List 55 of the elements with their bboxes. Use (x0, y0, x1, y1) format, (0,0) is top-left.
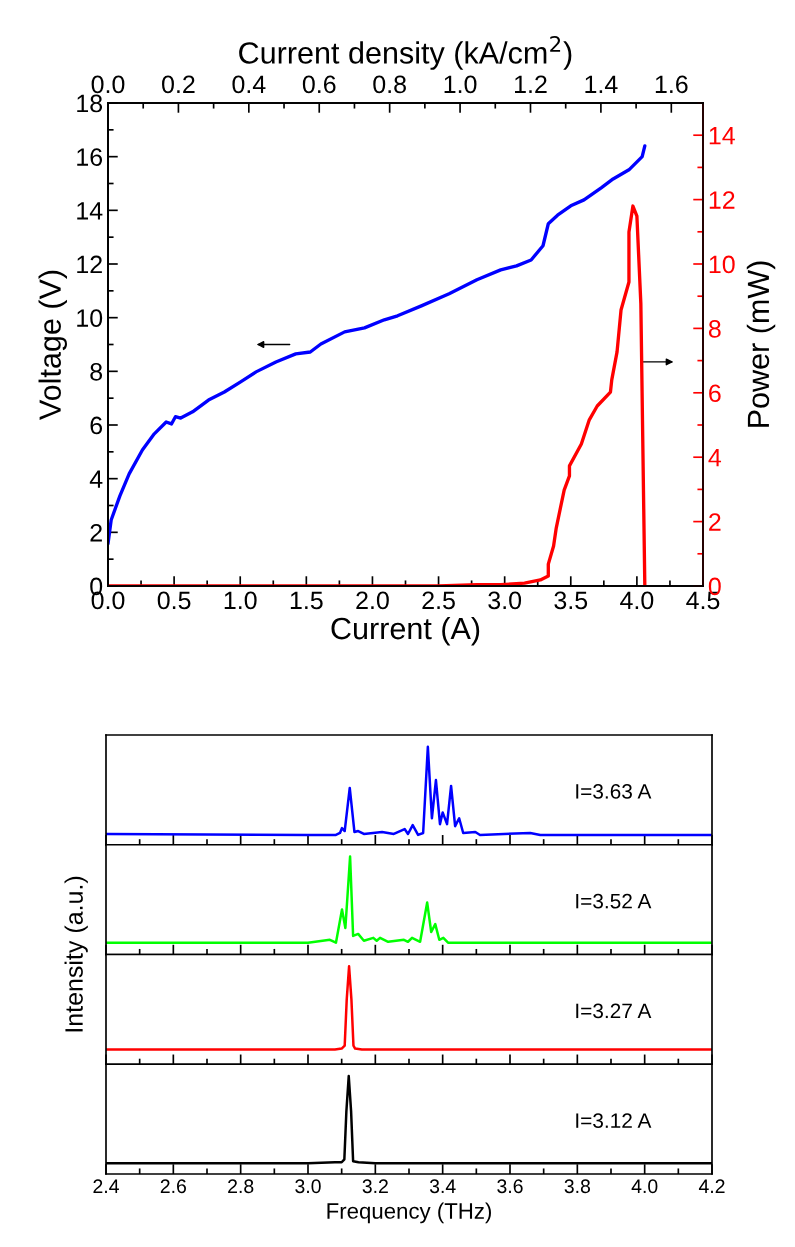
x-tick-label: 3.2 (362, 1179, 388, 1194)
y2-tick-label: 12 (709, 191, 735, 209)
y-tick-label: 8 (90, 362, 103, 381)
x-tick-label: 3.4 (429, 1179, 456, 1194)
x-axis-title: Current (A) (331, 616, 480, 646)
y2-tick-label: 2 (709, 513, 721, 531)
y-axis-title: Voltage (V) (38, 270, 67, 420)
x2-axis-title: Current density (kA/cm$^{2}$) (239, 35, 572, 70)
x-tick-label: 2.4 (93, 1179, 119, 1193)
x-tick-label: 2.0 (356, 591, 389, 610)
x-tick-label: 4.0 (631, 1179, 658, 1194)
y2-axis-title: Power (mW) (746, 261, 776, 427)
y-tick-label: 2 (90, 523, 102, 542)
y2-tick-label: 6 (709, 384, 721, 403)
x2-tick-label: 1.2 (515, 75, 547, 93)
x2-tick-label: 0.2 (162, 75, 195, 94)
y-tick-label: 14 (77, 202, 103, 220)
y2-tick-label: 14 (709, 127, 735, 145)
x-tick-label: 3.8 (564, 1179, 590, 1194)
x2-tick-label: 1.0 (444, 75, 477, 94)
x2-tick-label: 0.0 (91, 75, 125, 94)
x-tick-label: 3.0 (295, 1179, 321, 1194)
x-axis-title: Frequency (THz) (327, 1202, 491, 1224)
y2-tick-label: 10 (709, 255, 735, 274)
y-tick-label: 6 (90, 416, 103, 435)
x2-tick-label: 1.6 (655, 75, 688, 94)
x-tick-label: 4.2 (698, 1179, 725, 1193)
x-tick-label: 2.5 (422, 591, 455, 610)
x-tick-label: 0.5 (157, 591, 191, 610)
line-series (108, 144, 647, 546)
x-tick-label: 3.0 (488, 591, 522, 610)
y2-tick-label: 4 (708, 449, 722, 467)
line-series (108, 204, 647, 586)
annotation: I=3.63 A (576, 784, 652, 799)
y-tick-label: 18 (77, 94, 103, 113)
x-tick-label: 1.0 (224, 591, 257, 610)
y-tick-label: 10 (77, 309, 103, 327)
x-tick-label: 4.0 (620, 591, 654, 610)
annotation: I=3.27 A (576, 1003, 652, 1019)
x-tick-label: 2.8 (228, 1179, 254, 1194)
x-tick-label: 2.6 (160, 1179, 186, 1194)
x-tick-label: 1.5 (290, 591, 323, 610)
x2-tick-label: 0.8 (373, 75, 406, 94)
x2-tick-label: 1.4 (585, 75, 618, 93)
x2-tick-label: 0.6 (302, 75, 336, 94)
x-tick-label: 3.6 (497, 1179, 523, 1194)
annotation: I=3.52 A (576, 893, 652, 909)
y-tick-label: 12 (77, 255, 102, 274)
y-tick-label: 4 (89, 470, 103, 488)
y2-tick-label: 8 (708, 320, 721, 338)
x-tick-label: 3.5 (554, 591, 588, 610)
y-axis-title: Intensity (a.u.) (64, 876, 88, 1032)
x2-tick-label: 0.4 (232, 75, 266, 94)
y-tick-label: 16 (77, 148, 103, 166)
annotation: I=3.12 A (576, 1113, 652, 1129)
